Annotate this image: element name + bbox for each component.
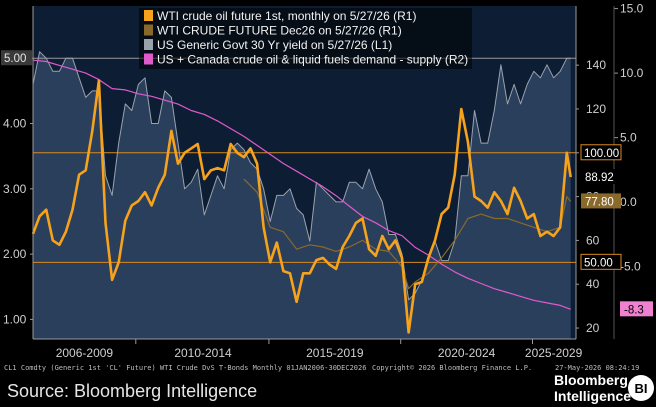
yield-area-group bbox=[33, 51, 571, 339]
r2-tick-label-1: 0.0 bbox=[620, 195, 637, 209]
last-value-tag-bg-2 bbox=[620, 301, 653, 317]
legend-label-0: WTI crude oil future 1st, monthly on 5/2… bbox=[157, 9, 416, 23]
r2-tick-label-3: 10.0 bbox=[620, 66, 644, 80]
series-line-group bbox=[31, 51, 572, 334]
gridline-group bbox=[135, 339, 534, 344]
footer-copyright: Copyright© 2026 Bloomberg Finance L.P. bbox=[372, 364, 532, 372]
r1-tick-label-0: 20 bbox=[586, 321, 600, 335]
legend-box bbox=[139, 8, 472, 69]
x-tick-label-0: 2006-2009 bbox=[56, 346, 114, 360]
left-tick-label-1: 2.00 bbox=[3, 247, 27, 261]
ref-tag-text-2: 5.00 bbox=[4, 53, 26, 65]
legend-swatch-1 bbox=[144, 24, 153, 36]
source-label: Source: Bloomberg Intelligence bbox=[7, 381, 257, 401]
x-tick-label-4: 2025-2029 bbox=[525, 346, 583, 360]
brand-name-line2: Intelligence bbox=[554, 388, 631, 404]
legend-label-1: WTI CRUDE FUTURE Dec26 on 5/27/26 (R1) bbox=[157, 24, 402, 38]
r1-tick-label-1: 40 bbox=[586, 277, 600, 291]
last-value-tag-bg-1 bbox=[581, 193, 621, 209]
brand-name-line1: Bloomberg bbox=[554, 372, 628, 388]
r2-tick-label-4: 15.0 bbox=[620, 2, 644, 16]
left-tick-label-2: 3.00 bbox=[3, 182, 27, 196]
footer: CL1 Comdty (Generic 1st 'CL' Future) WTI… bbox=[4, 364, 654, 404]
footer-timestamp: 27-May-2026 08:24:19 bbox=[555, 364, 639, 372]
last-value-tag-bg-0 bbox=[581, 169, 621, 185]
last-value-tag-text-1: 77.80 bbox=[585, 196, 614, 208]
series-line-2 bbox=[243, 178, 572, 290]
brand-badge-text: BI bbox=[635, 381, 648, 396]
last-value-tag-text-2: -8.3 bbox=[624, 304, 644, 316]
legend-swatch-3 bbox=[144, 53, 153, 65]
r1-tick-label-5: 120 bbox=[586, 102, 606, 116]
ref-tag-bg-2 bbox=[1, 50, 32, 66]
x-tick-label-3: 2020-2024 bbox=[438, 346, 496, 360]
brand-badge-icon bbox=[628, 375, 654, 401]
ref-tag-text-1: 50.00 bbox=[584, 257, 613, 269]
legend: WTI crude oil future 1st, monthly on 5/2… bbox=[139, 8, 472, 69]
r2-tick-label-0: -5.0 bbox=[620, 260, 641, 274]
x-tick-label-1: 2010-2014 bbox=[174, 346, 232, 360]
legend-label-2: US Generic Govt 30 Yr yield on 5/27/26 (… bbox=[157, 38, 392, 52]
yield-area-fill bbox=[33, 51, 571, 339]
legend-swatch-2 bbox=[144, 39, 153, 50]
ref-tag-text-0: 100.00 bbox=[584, 148, 619, 160]
ref-tag-bg-0 bbox=[580, 144, 622, 161]
x-tick-label-2: 2015-2019 bbox=[306, 346, 364, 360]
legend-swatch-0 bbox=[144, 10, 153, 21]
left-tick-label-3: 4.00 bbox=[3, 117, 27, 131]
r1-tick-label-2: 60 bbox=[586, 233, 600, 247]
series-line-3 bbox=[32, 59, 571, 310]
ref-tag-bg-1 bbox=[580, 253, 622, 270]
last-value-tag-text-0: 88.92 bbox=[585, 172, 614, 184]
r1-tick-label-6: 140 bbox=[586, 58, 606, 72]
footer-meta: CL1 Comdty (Generic 1st 'CL' Future) WTI… bbox=[4, 364, 366, 372]
legend-label-3: US + Canada crude oil & liquid fuels dem… bbox=[157, 53, 468, 67]
value-tag-group: 100.00 50.00 5.00 88.92 77.80 -8.3 bbox=[1, 50, 653, 317]
r2-tick-label-2: 5.0 bbox=[620, 131, 637, 145]
left-tick-label-0: 1.00 bbox=[3, 312, 27, 326]
